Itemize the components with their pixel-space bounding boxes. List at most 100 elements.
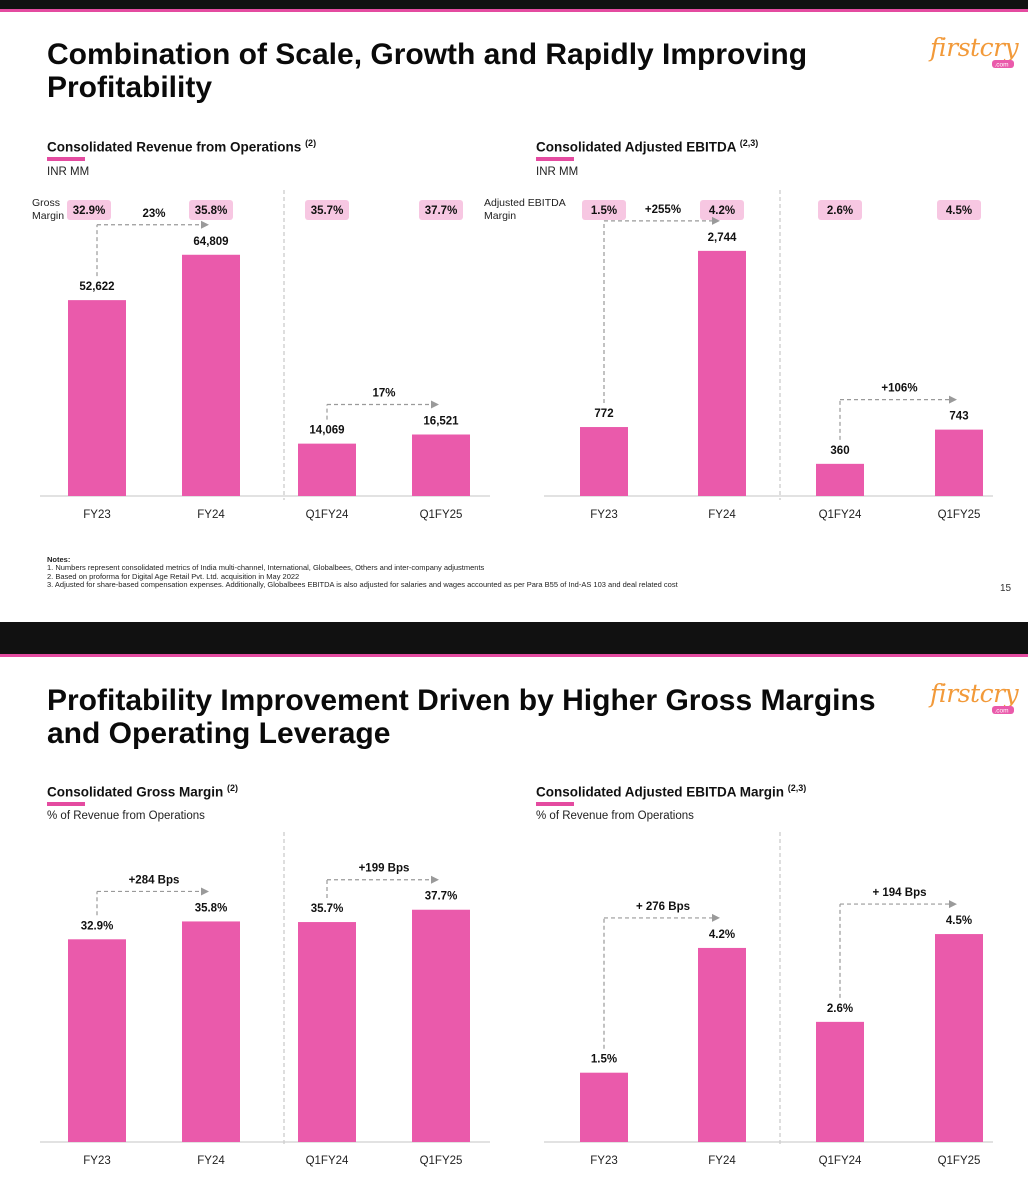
growth-arrowhead — [949, 900, 957, 909]
margin-pill — [67, 200, 111, 220]
x-tick-label: Q1FY25 — [420, 1155, 463, 1167]
margin-pill-value: 4.5% — [946, 205, 972, 217]
footnotes: Notes: 1. Numbers represent consolidated… — [47, 555, 947, 590]
x-tick-label: Q1FY24 — [819, 509, 862, 521]
firstcry-logo: firstcry .com — [928, 679, 1020, 715]
x-tick-label: Q1FY25 — [938, 1155, 981, 1167]
margin-pill — [305, 200, 349, 220]
margin-pill — [937, 200, 981, 220]
growth-label: 17% — [372, 388, 395, 400]
note-line: 1. Numbers represent consolidated metric… — [47, 563, 485, 573]
data-label: 35.7% — [311, 903, 344, 915]
slide-separator — [0, 622, 1028, 654]
data-label: 37.7% — [425, 891, 458, 903]
notes-heading: Notes: — [47, 555, 71, 564]
bar-fy23 — [68, 300, 126, 496]
growth-arrowhead — [431, 400, 439, 409]
ebitda-margin-bar-chart: 1.5% FY23 4.2% FY24 2.6% Q1FY24 4.5% Q1FY25 + 27… — [544, 832, 993, 1167]
x-tick-label: FY23 — [83, 509, 111, 521]
slide-top-bar — [0, 0, 1028, 9]
bar-q1fy24 — [816, 1021, 864, 1142]
slide-pink-rule — [0, 654, 1028, 657]
slide-title: Profitability Improvement Driven by High… — [47, 684, 876, 750]
unit-label-gross-margin: % of Revenue from Operations — [47, 810, 205, 822]
bar-q1fy25 — [935, 934, 983, 1142]
chart-title-ebitda: Consolidated Adjusted EBITDA (2,3) — [536, 138, 759, 155]
growth-arrowhead — [201, 220, 209, 229]
bar-q1fy24 — [298, 922, 356, 1142]
title-accent-gross-margin — [47, 802, 85, 806]
margin-row-label: Margin — [484, 210, 516, 222]
data-label: 2,744 — [708, 232, 737, 244]
slide-2: Profitability Improvement Driven by High… — [0, 654, 1028, 1200]
data-label: 4.2% — [709, 929, 735, 941]
margin-pill — [189, 200, 233, 220]
bar-q1fy25 — [935, 429, 983, 496]
margin-pill-value: 35.7% — [311, 205, 344, 217]
data-label: 52,622 — [79, 281, 114, 293]
title-accent-revenue — [47, 157, 85, 161]
unit-label-revenue: INR MM — [47, 166, 90, 178]
gross-margin-bar-chart: 32.9% FY23 35.8% FY24 35.7% Q1FY24 37.7% Q1FY25… — [40, 832, 490, 1167]
growth-arrowhead — [712, 913, 720, 922]
margin-pill — [700, 200, 744, 220]
x-tick-label: Q1FY24 — [306, 509, 349, 521]
chart-title-gross-margin: Consolidated Gross Margin (2) — [47, 783, 239, 800]
data-label: 772 — [594, 408, 613, 420]
bar-q1fy24 — [298, 443, 356, 496]
margin-row-label: Margin — [32, 210, 64, 222]
growth-label: +255% — [645, 204, 681, 216]
margin-pill — [419, 200, 463, 220]
x-tick-label: FY23 — [590, 509, 618, 521]
bar-fy24 — [698, 947, 746, 1142]
x-tick-label: FY24 — [197, 509, 225, 521]
data-label: 743 — [949, 411, 968, 423]
margin-pill — [582, 200, 626, 220]
data-label: 16,521 — [423, 416, 459, 428]
slide-1: Combination of Scale, Growth and Rapidly… — [0, 0, 1028, 594]
data-label: 35.8% — [195, 902, 228, 914]
growth-arrowhead — [431, 875, 439, 884]
unit-label-ebitda: INR MM — [536, 166, 579, 178]
data-label: 4.5% — [946, 915, 972, 927]
logo-wordmark: firstcry — [928, 679, 1020, 708]
bar-fy24 — [698, 250, 746, 496]
data-label: 2.6% — [827, 1003, 853, 1015]
growth-arrowhead — [201, 887, 209, 896]
margin-pill-value: 1.5% — [591, 205, 617, 217]
data-label: 360 — [830, 445, 849, 457]
data-label: 14,069 — [309, 425, 344, 437]
x-tick-label: FY23 — [83, 1155, 111, 1167]
x-tick-label: Q1FY24 — [819, 1155, 862, 1167]
data-label: 32.9% — [81, 920, 114, 932]
logo-domain: .com — [995, 62, 1009, 69]
bar-fy24 — [182, 921, 240, 1142]
margin-row-label: Gross — [32, 197, 60, 209]
bar-q1fy25 — [412, 434, 470, 496]
bar-q1fy24 — [816, 463, 864, 496]
growth-label: +199 Bps — [359, 863, 410, 875]
slide-pink-rule — [0, 9, 1028, 12]
logo-wordmark: firstcry — [928, 33, 1020, 62]
x-tick-label: FY23 — [590, 1155, 618, 1167]
growth-label: + 276 Bps — [636, 901, 690, 913]
x-tick-label: Q1FY25 — [420, 509, 463, 521]
note-line: 3. Adjusted for share-based compensation… — [47, 580, 678, 590]
growth-label: + 194 Bps — [872, 887, 926, 899]
bar-fy24 — [182, 254, 240, 496]
margin-pill — [818, 200, 862, 220]
margin-pill-value: 37.7% — [425, 205, 458, 217]
data-label: 64,809 — [193, 236, 228, 248]
x-tick-label: FY24 — [708, 509, 736, 521]
x-tick-label: Q1FY25 — [938, 509, 981, 521]
firstcry-logo: firstcry .com — [928, 33, 1020, 69]
growth-label: +106% — [881, 383, 917, 395]
margin-pill-value: 32.9% — [73, 205, 106, 217]
growth-label: 23% — [142, 208, 165, 220]
bar-fy23 — [580, 1072, 628, 1142]
bar-fy23 — [68, 939, 126, 1142]
chart-title-ebitda-margin: Consolidated Adjusted EBITDA Margin (2,3… — [536, 783, 807, 800]
x-tick-label: Q1FY24 — [306, 1155, 349, 1167]
